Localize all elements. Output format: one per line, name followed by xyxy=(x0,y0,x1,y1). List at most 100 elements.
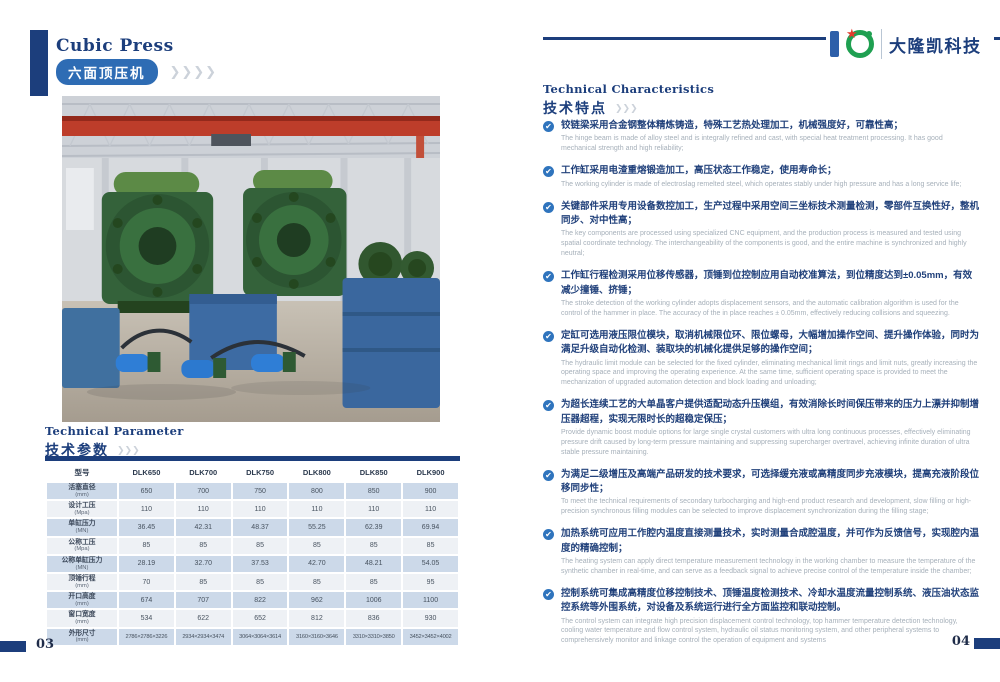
table-cell: 42.70 xyxy=(289,555,345,572)
feature-text-en: The hinge beam is made of alloy steel an… xyxy=(561,135,943,153)
title-badge: 六面顶压机 xyxy=(56,59,158,85)
row-label-text: 外形尺寸 xyxy=(68,629,96,637)
row-unit-text: (Mpa) xyxy=(74,510,90,516)
check-icon: ✔ xyxy=(543,589,554,601)
feature-text-zh: 控制系统可集成高精度位移控制技术、顶锤温度检测技术、冷却水温度流量控制系统、液压… xyxy=(561,588,980,614)
table-cell: 800 xyxy=(289,483,345,500)
row-label: 公称工压 (Mpa) xyxy=(47,537,117,554)
check-icon: ✔ xyxy=(543,400,554,412)
feature-item: ✔ 加热系统可应用工作腔内温度直接测量技术，实时测量合成腔温度，并可作为反馈信号，… xyxy=(543,527,980,576)
table-cell: 3064×3064×3614 xyxy=(232,628,288,645)
feature-item: ✔ 控制系统可集成高精度位移控制技术、顶锤温度检测技术、冷却水温度流量控制系统、液… xyxy=(543,587,980,646)
feature-item: ✔ 铰链梁采用合金钢整体精炼铸造，特殊工艺热处理加工，机械强度好，可靠性高； The… xyxy=(543,119,980,154)
table-cell: 85 xyxy=(346,573,402,591)
model-header: DLK900 xyxy=(403,463,458,481)
row-unit-text: (mm) xyxy=(75,619,89,626)
row-label: 外形尺寸 (mm) xyxy=(47,628,117,645)
table-top-bar xyxy=(45,456,460,461)
table-row: 公称单缸压力 (MN) 28.19 32.70 37.53 42.70 48.21 54.05 xyxy=(47,555,458,572)
table-row: 单缸压力 (MN) 36.45 42.31 48.37 55.25 62.39 69.94 xyxy=(47,519,458,536)
section-title-en: Technical Characteristics xyxy=(543,82,715,96)
row-label: 设计工压 (Mpa) xyxy=(47,501,117,518)
table-cell: 650 xyxy=(119,483,174,500)
section-title-zh: 技术参数 xyxy=(45,442,109,458)
table-cell: 110 xyxy=(403,501,458,518)
table-row: 公称工压 (Mpa) 85 85 85 85 85 85 xyxy=(47,537,458,554)
table-cell: 85 xyxy=(403,537,458,554)
table-cell: 32.70 xyxy=(175,555,231,572)
table-cell: 85 xyxy=(175,537,231,554)
table-cell: 54.05 xyxy=(403,555,458,572)
table-cell: 62.39 xyxy=(346,519,402,536)
brand-logo: ★ 大隆凯科技 xyxy=(826,21,994,67)
table-cell: 85 xyxy=(232,537,288,554)
logo-bar-icon xyxy=(830,31,839,57)
chevrons-icon: ❯❯❯ xyxy=(615,102,638,113)
feature-text-zh: 工作缸行程检测采用位移传感器，顶锤到位控制应用自动校准算法，到位精度达到±0.0… xyxy=(561,270,973,296)
corner-accent-bar xyxy=(30,30,48,96)
row-label: 开口高度 (mm) xyxy=(47,592,117,609)
table-cell: 652 xyxy=(232,610,288,627)
parameters-table: 型号 DLK650 DLK700 DLK750 DLK800 DLK850 DLK900 活塞… xyxy=(45,461,460,647)
feature-text-zh: 为满足二级增压及高端产品研发的技术要求，可选择缓充液或高精度同步充液模块，提高充… xyxy=(561,468,980,495)
model-column-label: 型号 xyxy=(47,463,117,481)
logo-star-icon: ★ xyxy=(846,26,858,41)
row-label: 单缸压力 (MN) xyxy=(47,519,117,536)
table-cell: 55.25 xyxy=(289,519,345,536)
table-cell: 3310×3310×3850 xyxy=(346,628,402,645)
feature-text-zh: 关键部件采用专用设备数控加工，生产过程中采用空间三坐标技术测量检测，零部件互换性… xyxy=(561,200,980,227)
table-cell: 110 xyxy=(346,501,402,518)
check-icon: ✔ xyxy=(543,201,554,213)
feature-item: ✔ 关键部件采用专用设备数控加工，生产过程中采用空间三坐标技术测量检测，零部件互换… xyxy=(543,200,980,259)
feature-text-zh: 为超长连续工艺的大单晶客户提供适配动态升压模组，有效消除长时间保压带来的压力上漂… xyxy=(561,399,980,425)
table-cell: 110 xyxy=(232,501,288,518)
table-cell: 900 xyxy=(403,483,458,500)
check-icon: ✔ xyxy=(543,271,554,283)
row-unit-text: (mm) xyxy=(75,600,89,607)
model-header: DLK650 xyxy=(119,463,174,481)
check-icon: ✔ xyxy=(543,529,554,541)
table-row: 活塞直径 (mm) 650 700 750 800 850 900 xyxy=(47,483,458,500)
row-label: 顶锤行程 (mm) xyxy=(47,573,117,591)
table-row: 开口高度 (mm) 674 707 822 962 1006 1100 xyxy=(47,592,458,609)
table-cell: 85 xyxy=(346,537,402,554)
table-row: 窗口宽度 (mm) 534 622 652 812 836 930 xyxy=(47,610,458,627)
feature-item: ✔ 工作缸采用电渣重熔锻造加工，高压状态工作稳定，使用寿命长； The workin… xyxy=(543,164,980,189)
page-number-left: 03 xyxy=(36,637,55,652)
row-label: 窗口宽度 (mm) xyxy=(47,610,117,627)
row-label: 公称单缸压力 (MN) xyxy=(47,555,117,572)
table-cell: 85 xyxy=(119,537,174,554)
table-cell: 37.53 xyxy=(232,555,288,572)
table-cell: 85 xyxy=(232,573,288,591)
row-label-text: 开口高度 xyxy=(68,593,96,601)
table-cell: 836 xyxy=(346,610,402,627)
row-label: 活塞直径 (mm) xyxy=(47,483,117,500)
table-cell: 3160×3160×3646 xyxy=(289,628,345,645)
table-cell: 48.37 xyxy=(232,519,288,536)
section-technical-parameter: Technical Parameter 技术参数 ❯❯❯ xyxy=(45,424,184,460)
table-cell: 2786×2786×3226 xyxy=(119,628,174,645)
chevrons-icon: ❯❯❯❯ xyxy=(169,64,218,79)
table-cell: 48.21 xyxy=(346,555,402,572)
table-cell: 750 xyxy=(232,483,288,500)
table-row: 顶锤行程 (mm) 70 85 85 85 85 95 xyxy=(47,573,458,591)
row-unit-text: (MN) xyxy=(75,564,89,571)
table-cell: 3452×3452×4002 xyxy=(403,628,458,645)
section-title-zh: 技术特点 xyxy=(543,100,607,116)
table-cell: 700 xyxy=(175,483,231,500)
feature-item: ✔ 定缸可选用液压限位模块，取消机械限位环、限位螺母，大幅增加操作空间、提升操作体… xyxy=(543,329,980,388)
table-cell: 534 xyxy=(119,610,174,627)
logo-divider xyxy=(881,29,882,59)
table-cell: 95 xyxy=(403,573,458,591)
table-cell: 85 xyxy=(289,573,345,591)
section-technical-characteristics: Technical Characteristics 技术特点 ❯❯❯ xyxy=(543,82,714,118)
row-unit-text: (mm) xyxy=(75,491,89,498)
table-row: 设计工压 (Mpa) 110 110 110 110 110 110 xyxy=(47,501,458,518)
model-header: DLK800 xyxy=(289,463,345,481)
feature-text-zh: 工作缸采用电渣重熔锻造加工，高压状态工作稳定，使用寿命长； xyxy=(561,165,837,177)
feature-item: ✔ 为超长连续工艺的大单晶客户提供适配动态升压模组，有效消除长时间保压带来的压力上… xyxy=(543,398,980,457)
table-cell: 70 xyxy=(119,573,174,591)
check-icon: ✔ xyxy=(543,121,554,132)
page-number-right: 04 xyxy=(951,634,970,649)
feature-text-zh: 铰链梁采用合金钢整体精炼铸造，特殊工艺热处理加工，机械强度好，可靠性高； xyxy=(561,120,904,131)
